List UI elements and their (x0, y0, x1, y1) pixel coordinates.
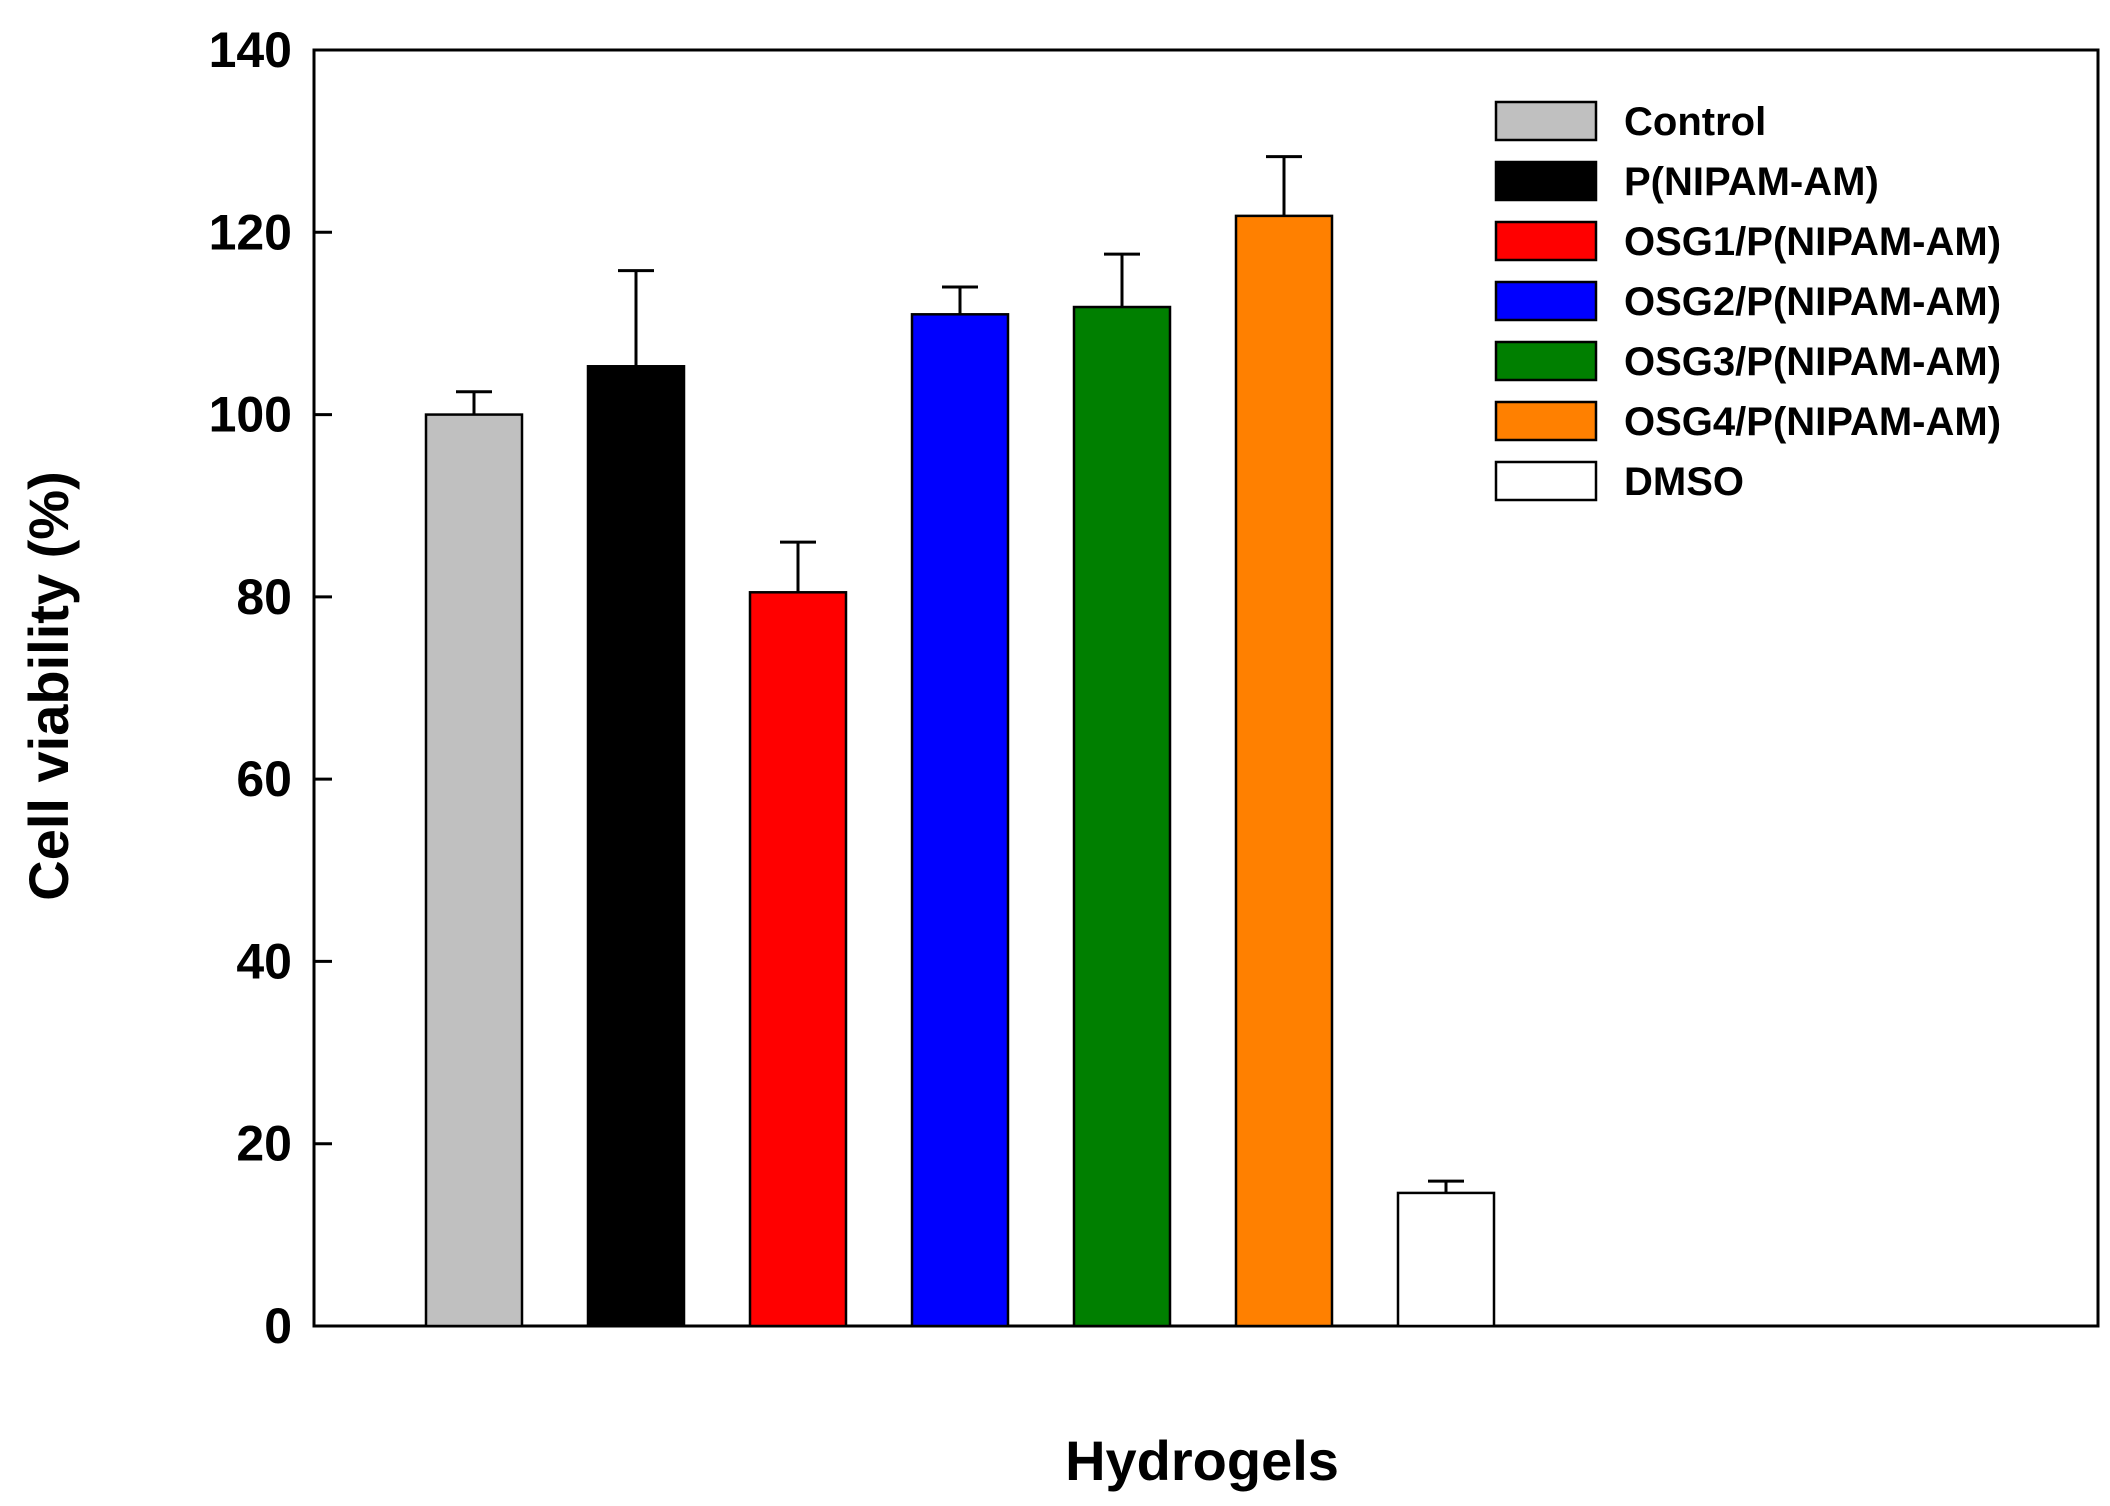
y-tick-label: 140 (209, 22, 292, 78)
legend-label: DMSO (1624, 460, 1744, 504)
x-axis-title: Hydrogels (1065, 1429, 1339, 1492)
legend-swatch (1494, 340, 1598, 382)
legend-label: OSG4/P(NIPAM-AM) (1624, 400, 2001, 444)
y-tick-label: 0 (264, 1298, 292, 1354)
legend-swatch (1494, 220, 1598, 262)
y-tick-label: 100 (209, 387, 292, 443)
legend-swatch (1494, 160, 1598, 202)
legend-swatch (1494, 100, 1598, 142)
y-tick-label: 40 (236, 933, 292, 989)
legend-label: OSG1/P(NIPAM-AM) (1624, 220, 2001, 264)
plot-border (312, 48, 2100, 1328)
legend-label: OSG2/P(NIPAM-AM) (1624, 280, 2001, 324)
y-axis: 0 20 40 60 80 100 120 140 (209, 22, 332, 1354)
bar (424, 413, 524, 1328)
plot-area (312, 48, 2100, 1328)
bar (1234, 214, 1334, 1328)
legend-swatch (1494, 400, 1598, 442)
legend-label: P(NIPAM-AM) (1624, 160, 1879, 204)
y-axis-title: Cell viability (%) (17, 471, 80, 900)
bar (1072, 305, 1172, 1328)
bar (748, 591, 848, 1328)
bar-series (424, 155, 1496, 1328)
legend-swatch (1494, 460, 1598, 502)
bar (1396, 1191, 1496, 1328)
legend-swatch (1494, 280, 1598, 322)
y-tick-label: 60 (236, 751, 292, 807)
bar (910, 313, 1010, 1328)
legend: Control P(NIPAM-AM) OSG1/P(NIPAM-AM) OSG2/P… (1494, 100, 2001, 504)
y-tick-label: 120 (209, 204, 292, 260)
legend-label: OSG3/P(NIPAM-AM) (1624, 340, 2001, 384)
y-tick-label: 20 (236, 1116, 292, 1172)
bar (586, 365, 686, 1328)
y-tick-label: 80 (236, 569, 292, 625)
legend-label: Control (1624, 100, 1766, 144)
